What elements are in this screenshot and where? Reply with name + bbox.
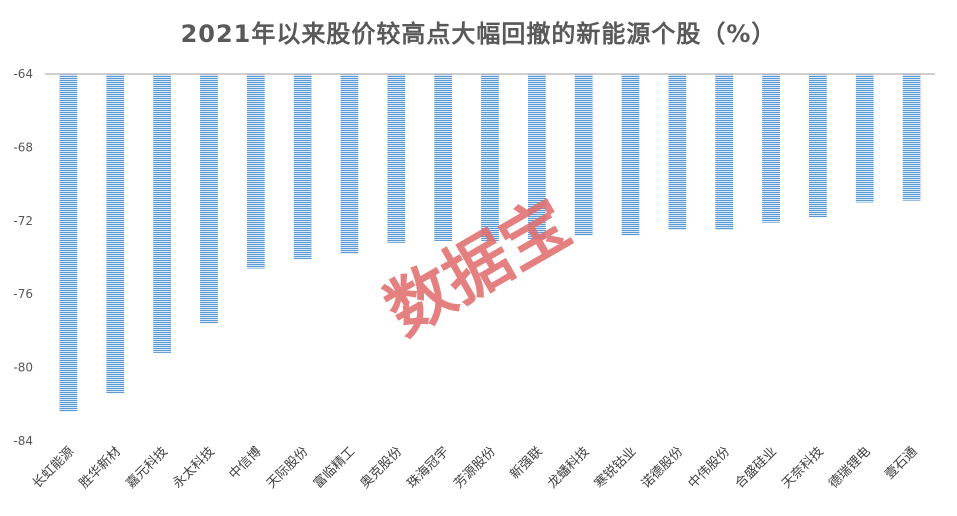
category-label: 珠海冠宇 bbox=[405, 444, 452, 491]
y-tick-label: -76 bbox=[13, 287, 33, 301]
chart-title: 2021年以来股价较高点大幅回撤的新能源个股（%） bbox=[180, 20, 777, 48]
category-label: 中信博 bbox=[226, 444, 264, 482]
category-label: 长虹能源 bbox=[30, 444, 77, 491]
bar bbox=[902, 74, 921, 201]
bars bbox=[59, 74, 921, 412]
category-label: 德瑞锂电 bbox=[826, 444, 873, 491]
category-label: 芳源股份 bbox=[451, 444, 498, 491]
bar bbox=[574, 74, 593, 236]
y-tick-label: -68 bbox=[13, 140, 33, 154]
category-label: 合盛硅业 bbox=[732, 444, 779, 491]
category-label: 寒锐钴业 bbox=[591, 444, 639, 492]
category-label: 天奈科技 bbox=[779, 444, 826, 491]
bar bbox=[246, 74, 265, 269]
category-label: 龙蟠科技 bbox=[545, 444, 592, 491]
category-label: 胜华新材 bbox=[76, 444, 124, 492]
category-label: 新强联 bbox=[507, 444, 546, 483]
category-label: 天际股份 bbox=[264, 444, 311, 491]
bar bbox=[293, 74, 312, 260]
bar bbox=[200, 74, 218, 324]
y-axis-ticks: -64 -68 -72 -76 -80 -84 bbox=[13, 67, 33, 448]
y-tick-label: -84 bbox=[13, 434, 33, 448]
bar bbox=[153, 74, 172, 353]
category-label: 富临精工 bbox=[310, 444, 358, 492]
category-label: 奥克股份 bbox=[358, 444, 405, 491]
bar bbox=[387, 74, 406, 243]
y-tick-label: -80 bbox=[13, 361, 33, 375]
bar bbox=[527, 74, 546, 240]
category-labels: 长虹能源 胜华新材 嘉元科技 永太科技 中信博 天际股份 富临精工 奥克股份 珠海冠宇 芳源股份新… bbox=[30, 444, 921, 492]
category-label: 嘉元科技 bbox=[124, 444, 171, 491]
category-label: 壹石通 bbox=[882, 444, 920, 482]
bar bbox=[762, 74, 780, 223]
category-label: 中伟股份 bbox=[686, 444, 733, 491]
bar bbox=[621, 74, 640, 236]
bar bbox=[808, 74, 827, 218]
bar bbox=[855, 74, 874, 203]
category-label: 永太科技 bbox=[170, 444, 217, 491]
bar bbox=[59, 74, 78, 412]
y-tick-label: -64 bbox=[13, 67, 33, 81]
bar bbox=[434, 74, 453, 241]
y-tick-label: -72 bbox=[13, 214, 33, 228]
bar bbox=[715, 74, 734, 230]
bar bbox=[106, 74, 125, 394]
bar bbox=[668, 74, 687, 230]
bar bbox=[481, 74, 499, 241]
bar bbox=[340, 74, 359, 254]
category-label: 诺德股份 bbox=[639, 444, 686, 491]
